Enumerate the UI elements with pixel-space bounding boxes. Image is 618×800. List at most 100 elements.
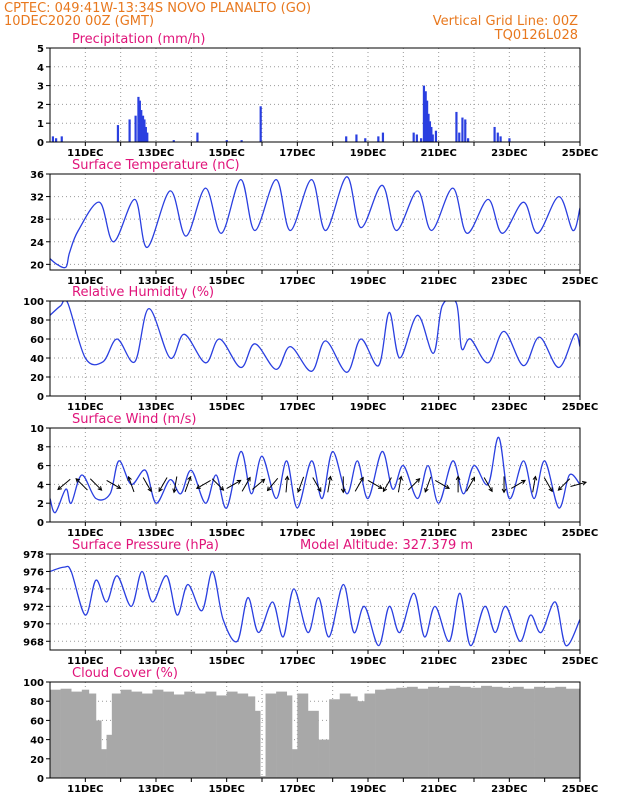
- cloud-bar: [254, 710, 261, 778]
- y-tick-label: 5: [37, 44, 44, 55]
- precip-bar: [140, 110, 143, 142]
- x-tick-label: 23DEC: [491, 276, 527, 287]
- precip-bar: [51, 136, 55, 142]
- wind-arrow: [397, 475, 403, 493]
- cloud-bar: [60, 688, 72, 778]
- cloud-bar: [449, 685, 461, 778]
- x-tick-label: 15DEC: [208, 656, 244, 667]
- precip-bar: [143, 119, 146, 142]
- y-tick-label: 0: [37, 518, 44, 529]
- cloud-bar: [502, 687, 514, 778]
- x-tick-label: 15DEC: [208, 784, 244, 795]
- cloud-bar: [81, 689, 90, 778]
- x-tick-label: 17DEC: [279, 784, 315, 795]
- cloud-bar: [292, 749, 298, 778]
- wind-arrow: [483, 477, 493, 493]
- y-tick-label: 80: [30, 316, 44, 327]
- x-tick-label: 11DEC: [67, 656, 103, 667]
- x-tick-label: 21DEC: [420, 528, 456, 539]
- x-tick-label: 19DEC: [350, 656, 386, 667]
- wind-arrow: [312, 477, 322, 493]
- cloud-bar: [534, 686, 545, 778]
- wind-arrow: [532, 475, 538, 493]
- precip-bar: [428, 121, 432, 142]
- cloud-bar: [318, 739, 330, 778]
- wind-arrow: [184, 475, 192, 493]
- panel-humidity: 0 20 40 60 80 100 11DEC 13DEC 15DEC 17DEC 19DEC 21D…: [23, 285, 598, 413]
- x-tick-label: 21DEC: [420, 148, 456, 159]
- wind-arrow: [226, 479, 242, 489]
- precip-bar: [134, 115, 137, 142]
- y-tick-label: 10: [30, 424, 44, 435]
- panel-wind: 0 2 4 6 8 10 11DEC 13DEC 15DEC 17DEC 19DEC 21DEC 23D…: [30, 412, 598, 539]
- cloud-bar: [297, 693, 309, 778]
- x-tick-label: 13DEC: [138, 784, 174, 795]
- panel-cloud: 0 20 40 60 80 100 11DEC 13DEC 15DEC 17DEC 19DEC 21D…: [23, 666, 598, 795]
- x-tick-label: 17DEC: [279, 148, 315, 159]
- precip-bar: [355, 134, 358, 142]
- wind-arrow: [543, 477, 553, 493]
- panel-title: Precipitation (mm/h): [72, 32, 205, 47]
- panel-frame: [49, 47, 581, 143]
- y-tick-label: 976: [23, 567, 44, 578]
- x-tick-label: 23DEC: [491, 656, 527, 667]
- cloud-bar: [95, 720, 102, 778]
- y-tick-label: 4: [37, 63, 44, 74]
- wind-arrow: [266, 477, 279, 492]
- x-tick-label: 15DEC: [208, 402, 244, 413]
- precip-bar: [434, 130, 438, 142]
- y-tick-label: 100: [23, 678, 44, 689]
- cloud-bar: [385, 688, 397, 778]
- precip-bar: [424, 91, 427, 142]
- wind-arrow: [557, 478, 571, 491]
- y-tick-label: 60: [30, 335, 44, 346]
- precip-bar: [137, 96, 140, 142]
- precip-bar: [415, 134, 418, 142]
- precip-bar: [420, 138, 423, 142]
- temperature-line: [50, 176, 580, 269]
- precip-bar: [172, 140, 175, 142]
- x-tick-label: 19DEC: [350, 276, 386, 287]
- x-tick-label: 25DEC: [562, 528, 598, 539]
- panel-precipitation: 0 1 2 3 4 5 11DEC 13DEC 15DEC 17DEC 19DEC 21DEC 23DE…: [37, 32, 598, 159]
- x-tick-label: 13DEC: [138, 148, 174, 159]
- y-tick-label: 970: [23, 620, 44, 631]
- wind-arrow: [158, 477, 168, 493]
- precip-bar: [496, 132, 499, 142]
- panel-title: Relative Humidity (%): [72, 285, 214, 300]
- cloud-bar: [565, 688, 580, 778]
- y-tick-label: 6: [37, 462, 44, 473]
- precip-bar: [427, 113, 430, 142]
- precip-bar: [381, 132, 385, 142]
- y-tick-label: 974: [23, 585, 44, 596]
- cloud-bar: [163, 691, 174, 778]
- cloud-bar: [375, 689, 386, 778]
- precip-bar: [345, 136, 348, 142]
- x-tick-label: 13DEC: [138, 656, 174, 667]
- panels: 0 1 2 3 4 5 11DEC 13DEC 15DEC 17DEC 19DEC 21DEC 23DE…: [23, 32, 598, 795]
- cloud-bar: [555, 686, 567, 778]
- precip-bar: [116, 125, 120, 142]
- cloud-bar: [247, 696, 256, 778]
- x-tick-label: 19DEC: [350, 784, 386, 795]
- x-tick-label: 25DEC: [562, 784, 598, 795]
- y-tick-label: 40: [30, 736, 44, 747]
- precip-bar: [60, 136, 63, 142]
- cloud-bar: [50, 689, 61, 778]
- y-tick-label: 0: [37, 392, 44, 403]
- wind-arrow: [89, 478, 103, 491]
- cloud-bar: [111, 693, 121, 778]
- panel-temperature: 20 24 28 32 36 11DEC 13DEC 15DEC 17DEC 19DEC 21DEC…: [30, 158, 598, 287]
- cloud-bar: [544, 687, 556, 778]
- y-tick-label: 0: [37, 138, 44, 149]
- wind-arrow: [407, 477, 421, 491]
- x-tick-label: 17DEC: [279, 528, 315, 539]
- y-tick-label: 32: [30, 193, 44, 204]
- x-tick-label: 23DEC: [491, 528, 527, 539]
- x-tick-label: 19DEC: [350, 528, 386, 539]
- x-tick-label: 25DEC: [562, 402, 598, 413]
- x-tick-label: 25DEC: [562, 276, 598, 287]
- cloud-bar: [459, 686, 471, 778]
- cloud-bar: [329, 699, 341, 778]
